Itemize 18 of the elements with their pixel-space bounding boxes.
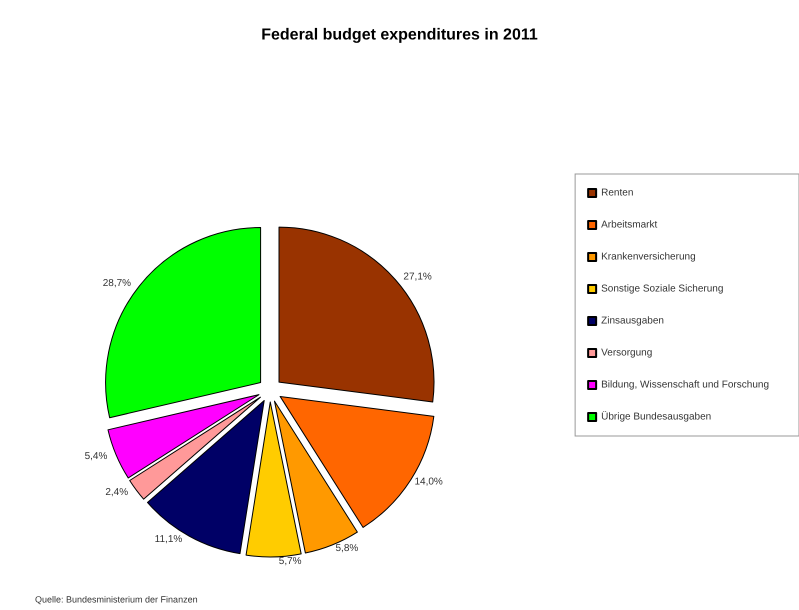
legend-label: Zinsausgaben bbox=[601, 316, 664, 326]
data-label: 2,4% bbox=[105, 486, 128, 498]
chart-title: Federal budget expenditures in 2011 bbox=[261, 26, 538, 44]
data-label: 14,0% bbox=[414, 476, 443, 488]
data-label: 11,1% bbox=[154, 534, 182, 546]
data-label: 28,7% bbox=[102, 278, 132, 290]
data-label: 5,8% bbox=[335, 543, 358, 554]
data-label: 5,4% bbox=[84, 450, 108, 462]
data-label: 5,7% bbox=[278, 556, 302, 568]
legend-label: Renten bbox=[601, 188, 634, 198]
legend-label: Bildung, Wissenschaft und Forschung bbox=[601, 380, 770, 390]
legend-label: Versorgung bbox=[601, 348, 652, 358]
data-label: 27,1% bbox=[403, 272, 432, 283]
source-note: Quelle: Bundesministerium der Finanzen bbox=[35, 594, 198, 604]
legend-label: Sonstige Soziale Sicherung bbox=[601, 284, 724, 294]
legend-label: Krankenversicherung bbox=[601, 252, 696, 262]
legend-label: Arbeitsmarkt bbox=[601, 220, 658, 230]
legend-label: Übrige Bundesausgaben bbox=[601, 410, 712, 422]
